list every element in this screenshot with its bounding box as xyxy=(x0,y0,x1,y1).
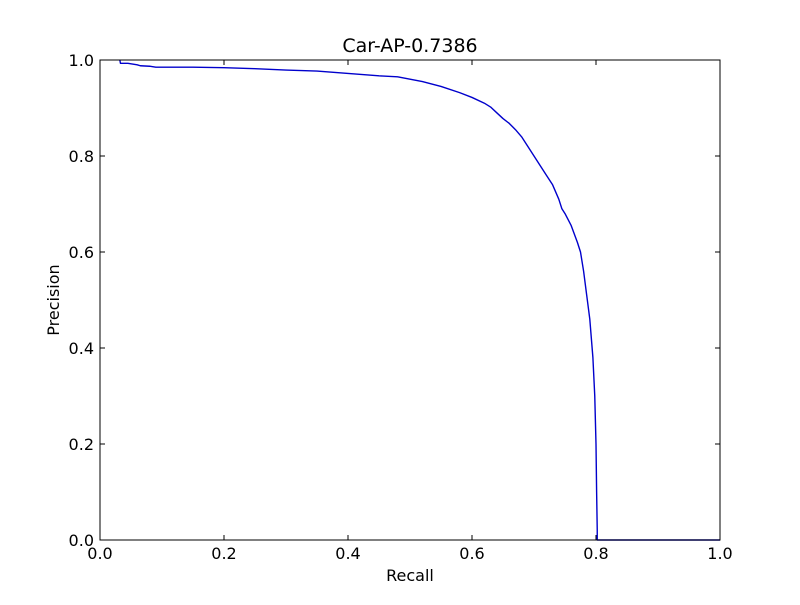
x-tick-label: 0.0 xyxy=(87,544,112,563)
x-axis-label: Recall xyxy=(386,566,434,585)
y-axis-label: Precision xyxy=(44,264,63,335)
x-tick-label: 0.8 xyxy=(583,544,608,563)
y-tick-label: 0.6 xyxy=(69,243,94,262)
series-line-0 xyxy=(119,59,720,541)
y-tick-label: 0.2 xyxy=(69,435,94,454)
x-tick-label: 1.0 xyxy=(707,544,732,563)
x-tick-label: 0.4 xyxy=(335,544,360,563)
plot-frame xyxy=(99,59,721,541)
chart-title: Car-AP-0.7386 xyxy=(342,35,477,57)
plot-area: 0.0 0.2 0.4 0.6 0.8 1.0 0.0 0.2 0.4 0.6 0.8 1.0 xyxy=(69,51,733,563)
y-tick-label: 0.0 xyxy=(69,531,94,550)
y-tick-label: 0.4 xyxy=(69,339,94,358)
x-tick-label: 0.6 xyxy=(459,544,484,563)
y-tick-label: 1.0 xyxy=(69,51,94,70)
y-tick-label: 0.8 xyxy=(69,147,94,166)
x-tick-label: 0.2 xyxy=(211,544,236,563)
